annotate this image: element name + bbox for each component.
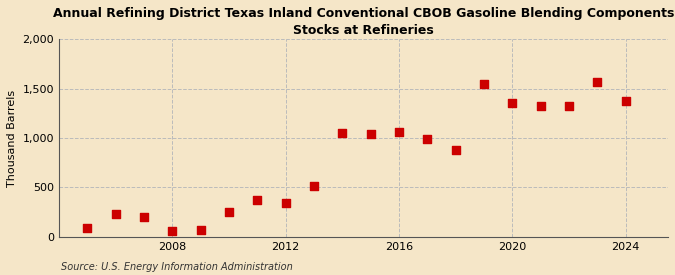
Point — [110, 212, 121, 216]
Point — [82, 226, 92, 230]
Title: Annual Refining District Texas Inland Conventional CBOB Gasoline Blending Compon: Annual Refining District Texas Inland Co… — [53, 7, 674, 37]
Point — [195, 228, 206, 232]
Point — [337, 131, 348, 135]
Point — [365, 131, 376, 136]
Point — [592, 80, 603, 84]
Y-axis label: Thousand Barrels: Thousand Barrels — [7, 90, 17, 187]
Point — [138, 215, 149, 220]
Point — [564, 103, 574, 108]
Point — [223, 209, 234, 214]
Point — [167, 229, 178, 233]
Point — [535, 103, 546, 108]
Point — [422, 136, 433, 141]
Point — [280, 200, 291, 205]
Point — [479, 82, 489, 86]
Point — [394, 130, 404, 134]
Point — [308, 184, 319, 189]
Text: Source: U.S. Energy Information Administration: Source: U.S. Energy Information Administ… — [61, 262, 292, 272]
Point — [507, 100, 518, 105]
Point — [620, 99, 631, 103]
Point — [450, 148, 461, 152]
Point — [252, 197, 263, 202]
